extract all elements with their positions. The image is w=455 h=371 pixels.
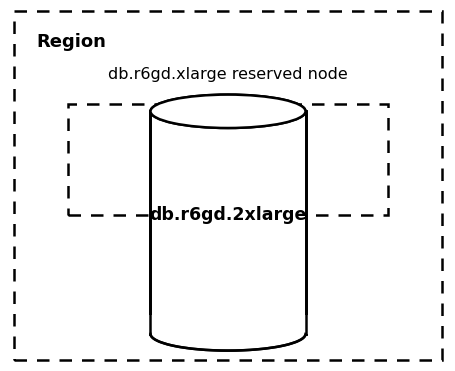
Bar — [150, 111, 305, 334]
Ellipse shape — [150, 95, 305, 128]
Text: db.r6gd.2xlarge: db.r6gd.2xlarge — [149, 206, 306, 224]
Bar — [68, 104, 387, 215]
Bar — [148, 315, 307, 334]
Text: db.r6gd.xlarge reserved node: db.r6gd.xlarge reserved node — [108, 67, 347, 82]
Ellipse shape — [150, 317, 305, 351]
Text: Region: Region — [36, 33, 106, 52]
Ellipse shape — [150, 95, 305, 128]
